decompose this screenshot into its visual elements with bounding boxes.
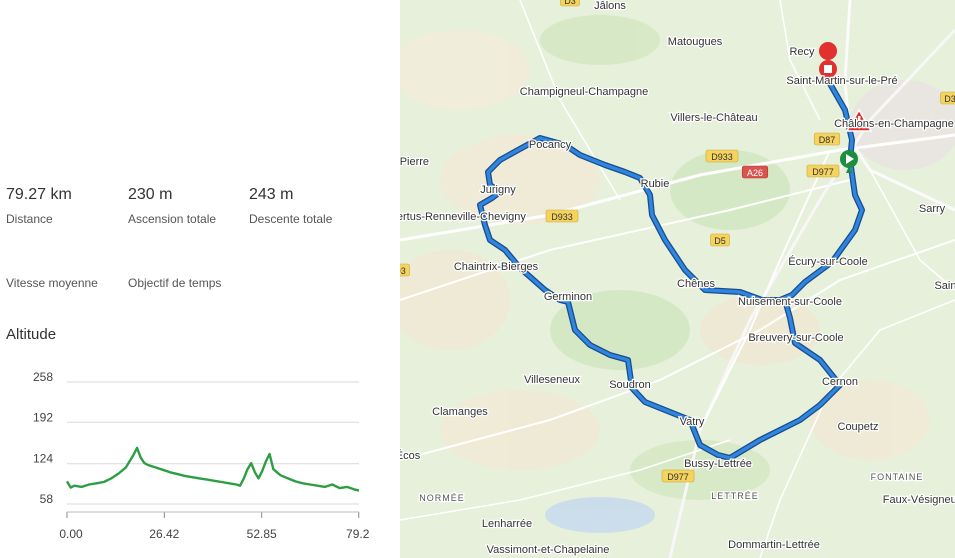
place-label: Chênes [677, 278, 715, 290]
place-label: Vertus-Renneville-Chevigny [400, 211, 526, 223]
place-label: Matougues [668, 36, 723, 48]
place-label: Champigneul-Champagne [520, 86, 648, 98]
ascent-stat: 230 m Ascension totale [128, 186, 216, 226]
place-label: Rubie [641, 178, 670, 190]
place-label: Saint [934, 280, 955, 292]
y-tick-labels: 258 192 124 58 [33, 370, 53, 506]
place-label: Villeseneux [524, 374, 581, 386]
road-badge: A26 [741, 165, 769, 179]
distance-label: Distance [6, 212, 53, 226]
avg-speed-label[interactable]: Vitesse moyenne [6, 276, 98, 290]
place-labels: Jâlons Matougues Recy Saint-Martin-sur-le-P… [400, 0, 955, 557]
svg-text:D3: D3 [564, 0, 576, 6]
place-label: Pocancy [529, 139, 572, 151]
x-tick-label: 26.42 [149, 527, 179, 541]
place-label: Cernon [822, 376, 858, 388]
end-marker-icon[interactable] [819, 41, 838, 80]
road-badge: D3 [560, 0, 580, 7]
place-label: Coupetz [838, 421, 879, 433]
place-label: Jurigny [480, 184, 516, 196]
stats-panel: 79.27 km Distance 230 m Ascension totale… [0, 0, 400, 558]
road-badge: D87 [813, 132, 841, 146]
place-label: Écury-sur-Coole [788, 255, 867, 268]
route-map[interactable]: D933 D933 A26 D977 D87 D5 D977 D3 D3 D3 Jâlons Mat… [400, 0, 955, 558]
x-tick-label: 79.2 [346, 527, 370, 541]
place-label: Lenharrée [482, 518, 532, 530]
altitude-chart[interactable]: 258 192 124 58 0.00 26.42 52.85 79.2 [0, 360, 400, 558]
road-badge: D933 [545, 209, 579, 223]
y-tick-label: 58 [40, 492, 54, 506]
place-label: Faux-Vésigneul [883, 494, 955, 506]
distance-value: 79.27 km [6, 186, 72, 203]
road-badge: D3 [400, 263, 410, 277]
place-label: Recy [789, 46, 815, 58]
place-label: Vatry [680, 416, 705, 428]
route-path-inner [478, 73, 864, 460]
svg-text:D5: D5 [714, 236, 726, 246]
place-label: Vassimont-et-Chapelaine [487, 544, 610, 556]
svg-text:D3: D3 [400, 266, 406, 276]
place-label: Clamanges [432, 406, 488, 418]
road-badge: D3 [940, 91, 955, 105]
road-badge: D977 [806, 164, 840, 178]
start-marker-icon[interactable] [840, 150, 858, 173]
place-label: Soudron [609, 379, 651, 391]
svg-text:D977: D977 [667, 472, 689, 482]
altitude-title: Altitude [6, 326, 57, 343]
descent-value: 243 m [249, 186, 294, 203]
place-label: Dommartin-Lettrée [728, 539, 820, 551]
place-label: Sarry [919, 203, 946, 215]
place-label: LETTRÉE [711, 491, 759, 501]
place-label: Germinon [544, 291, 592, 303]
place-label: Nuisement-sur-Coole [738, 296, 842, 308]
place-label: Breuvery-sur-Coole [748, 332, 843, 344]
time-goal-label[interactable]: Objectif de temps [128, 276, 222, 290]
descent-label: Descente totale [249, 212, 333, 226]
place-label: Bussy-Lettrée [684, 458, 752, 470]
map-canvas[interactable]: D933 D933 A26 D977 D87 D5 D977 D3 D3 D3 Jâlons Mat… [400, 0, 955, 558]
warning-marker-icon[interactable] [845, 108, 873, 132]
place-label: Villers-le-Château [670, 112, 757, 124]
road-badge: D933 [705, 149, 739, 163]
x-tick-labels: 0.00 26.42 52.85 79.2 [59, 511, 370, 541]
ascent-value: 230 m [128, 186, 173, 203]
svg-text:D977: D977 [812, 167, 834, 177]
chart-grid [67, 381, 359, 505]
place-label: FONTAINE [871, 472, 924, 482]
svg-text:D87: D87 [819, 135, 836, 145]
road-badge: D977 [661, 469, 695, 483]
road-badge: D5 [710, 233, 730, 247]
city-area-chalons [850, 80, 955, 170]
road-network [400, 0, 955, 558]
place-label: Écos [400, 449, 421, 462]
place-label: Saint-Pierre [400, 156, 429, 168]
ascent-label: Ascension totale [128, 212, 217, 226]
road-badges: D933 D933 A26 D977 D87 D5 D977 D3 D3 D3 [400, 0, 955, 483]
descent-stat: 243 m Descente totale [249, 186, 332, 226]
svg-text:D933: D933 [711, 152, 733, 162]
place-label: Jâlons [594, 0, 626, 12]
place-label: Saint-Martin-sur-le-Pré [786, 75, 897, 87]
svg-text:A26: A26 [747, 168, 763, 178]
svg-text:D3: D3 [944, 94, 955, 104]
svg-text:D933: D933 [551, 212, 573, 222]
place-label: Châlons-en-Champagne [834, 118, 954, 130]
distance-stat: 79.27 km Distance [6, 186, 72, 226]
y-tick-label: 258 [33, 370, 53, 384]
x-tick-label: 0.00 [59, 527, 83, 541]
altitude-line [65, 446, 360, 492]
x-tick-label: 52.85 [247, 527, 277, 541]
y-tick-label: 192 [33, 410, 53, 424]
y-tick-label: 124 [33, 452, 53, 466]
place-label: Chaintrix-Bierges [454, 261, 539, 273]
place-label: NORMÉE [419, 493, 465, 503]
